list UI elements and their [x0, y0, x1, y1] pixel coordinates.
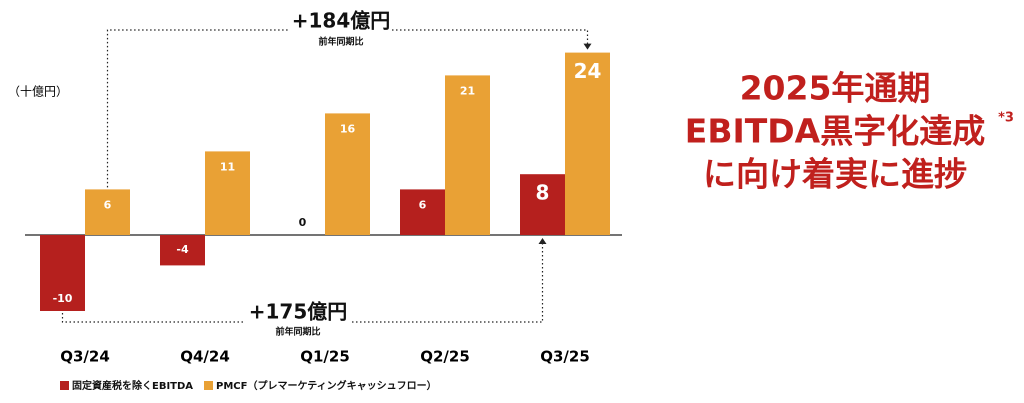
value-label: 16 [340, 122, 356, 135]
bar [445, 75, 490, 236]
value-label: 6 [419, 198, 427, 211]
headline-line: EBITDA黒字化達成 [685, 112, 985, 151]
annotation-sub: 前年同期比 [275, 326, 320, 338]
value-label: 6 [104, 198, 112, 211]
headline-line: 2025年通期 [740, 69, 931, 108]
value-label: 0 [299, 216, 307, 229]
x-tick-label: Q2/25 [420, 348, 470, 366]
value-label: 21 [460, 84, 475, 97]
x-tick-label: Q1/25 [300, 348, 350, 366]
unit-label: （十億円） [8, 85, 68, 99]
value-label: 11 [220, 160, 235, 173]
bar [85, 189, 130, 235]
bar [205, 151, 250, 235]
arrow [538, 238, 547, 244]
legend-label: PMCF（プレマーケティングキャッシュフロー） [216, 379, 437, 392]
headline-line: に向け着実に進捗 [703, 155, 967, 194]
bar [520, 174, 565, 235]
bar [325, 113, 370, 235]
x-tick-label: Q4/24 [180, 348, 230, 366]
annotation: +184億円 [292, 9, 391, 33]
bar [160, 235, 205, 266]
arrow [583, 43, 592, 50]
legend-label: 固定資産税を除くEBITDA [72, 379, 193, 392]
bar [565, 52, 610, 235]
bar [40, 235, 85, 311]
value-label: 24 [574, 59, 602, 83]
annotation: +175億円 [249, 300, 348, 324]
value-label: -4 [176, 243, 189, 256]
annotation-sub: 前年同期比 [318, 36, 363, 48]
connector [106, 29, 589, 188]
legend-swatch [60, 381, 69, 390]
x-tick-label: Q3/25 [540, 348, 590, 366]
connector [61, 243, 544, 323]
value-label: 8 [536, 181, 550, 205]
legend-swatch [204, 381, 213, 390]
bar [400, 189, 445, 235]
footnote: *3 [998, 111, 1014, 126]
x-tick-label: Q3/24 [60, 348, 110, 366]
value-label: -10 [53, 292, 73, 305]
